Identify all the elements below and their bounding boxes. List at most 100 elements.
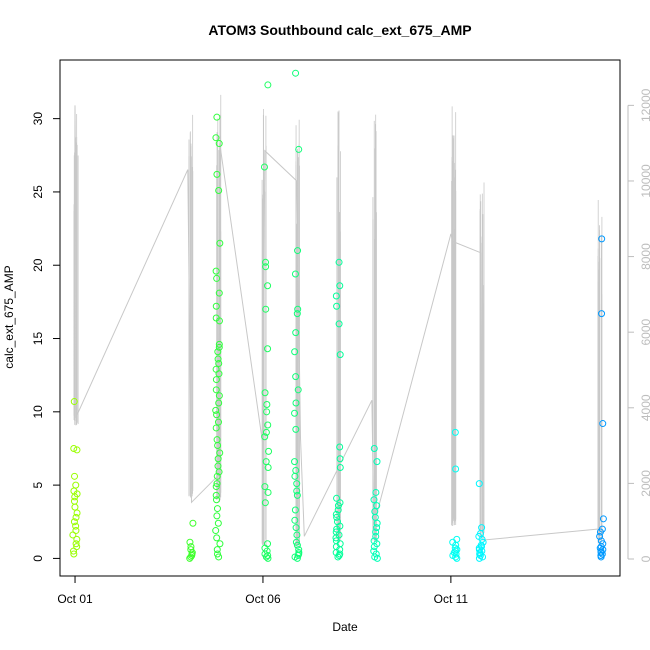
data-point	[264, 488, 272, 496]
data-point	[336, 443, 344, 451]
data-point	[293, 491, 301, 499]
data-point	[336, 282, 344, 290]
data-point	[293, 310, 301, 318]
point-series	[69, 69, 607, 562]
data-point	[214, 455, 222, 463]
data-point	[69, 531, 77, 539]
data-point	[215, 317, 223, 325]
data-point	[71, 503, 79, 511]
data-point	[214, 355, 222, 363]
data-point	[71, 493, 79, 501]
data-point	[264, 81, 272, 89]
data-point	[212, 424, 220, 432]
data-point	[292, 399, 300, 407]
y-tick-label: 0	[31, 555, 45, 562]
data-point	[333, 494, 341, 502]
data-point	[372, 528, 380, 536]
data-point	[215, 340, 223, 348]
data-point	[212, 302, 220, 310]
data-point	[213, 512, 221, 520]
right-y-tick-label: 12000	[639, 88, 650, 122]
data-point	[262, 553, 270, 561]
data-point	[453, 535, 461, 543]
data-point	[70, 518, 78, 526]
data-point	[293, 541, 301, 549]
data-point	[598, 310, 606, 318]
data-point	[451, 428, 459, 436]
data-point	[213, 534, 221, 542]
data-point	[291, 348, 299, 356]
data-point	[292, 524, 300, 532]
data-point	[215, 399, 223, 407]
data-point	[212, 406, 220, 414]
data-point	[263, 400, 271, 408]
data-point	[263, 408, 271, 416]
y-axis-label: calc_ext_675_AMP	[2, 265, 16, 368]
data-point	[264, 551, 272, 559]
data-point	[291, 270, 299, 278]
data-point	[213, 480, 221, 488]
data-point	[212, 496, 220, 504]
right-y-tick-label: 6000	[639, 319, 650, 346]
data-point	[292, 329, 300, 337]
data-point	[70, 550, 78, 558]
data-point	[260, 163, 268, 171]
data-point	[293, 487, 301, 495]
data-point	[212, 134, 220, 142]
data-point	[292, 69, 300, 77]
data-point	[214, 418, 222, 426]
data-point	[72, 522, 80, 530]
data-point	[335, 551, 343, 559]
data-point	[292, 425, 300, 433]
data-point	[333, 513, 341, 521]
data-point	[333, 302, 341, 310]
data-point	[336, 455, 344, 463]
data-point	[70, 497, 78, 505]
data-point	[213, 113, 221, 121]
data-point	[370, 496, 378, 504]
data-point	[475, 480, 483, 488]
line-burst	[451, 106, 457, 526]
data-point	[334, 506, 342, 514]
data-point	[336, 464, 344, 472]
x-tick-label: Oct 11	[434, 592, 469, 606]
data-point	[262, 258, 270, 266]
data-point	[212, 483, 220, 491]
data-point	[372, 488, 380, 496]
data-point	[212, 267, 220, 275]
data-point	[73, 446, 81, 454]
data-point	[214, 348, 222, 356]
data-point	[213, 505, 221, 513]
data-point	[261, 483, 269, 491]
data-point	[262, 428, 270, 436]
line-connector	[73, 105, 602, 541]
y-axis: 0 5 10 15 20 25 30	[31, 112, 60, 562]
data-point	[215, 370, 223, 378]
data-point	[475, 554, 483, 562]
data-point	[599, 420, 607, 428]
data-point	[216, 540, 224, 548]
data-point	[293, 480, 301, 488]
data-point	[215, 359, 223, 367]
data-point	[293, 531, 301, 539]
data-point	[291, 458, 299, 466]
data-point	[73, 509, 81, 517]
data-point	[334, 553, 342, 561]
data-point	[292, 373, 300, 381]
right-y-tick-label: 8000	[639, 243, 650, 270]
chart-title: ATOM3 Southbound calc_ext_675_AMP	[208, 22, 471, 38]
data-point	[291, 409, 299, 417]
data-point	[598, 235, 606, 243]
data-point	[294, 247, 302, 255]
data-point	[70, 444, 78, 452]
data-point	[213, 274, 221, 282]
data-point	[72, 527, 80, 535]
data-point	[213, 472, 221, 480]
data-point	[214, 442, 222, 450]
data-point	[373, 519, 381, 527]
data-point	[215, 343, 223, 351]
data-point	[373, 554, 381, 562]
data-point	[332, 292, 340, 300]
data-point	[186, 538, 194, 546]
data-point	[215, 289, 223, 297]
